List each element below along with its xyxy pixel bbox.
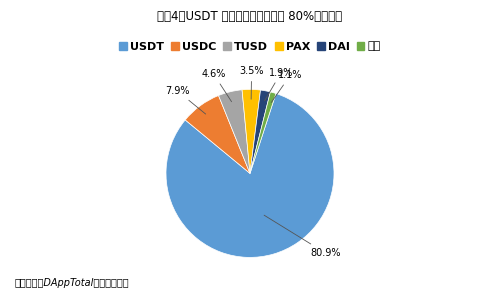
Wedge shape (185, 95, 250, 173)
Text: 3.5%: 3.5% (240, 66, 264, 99)
Text: 4.6%: 4.6% (202, 69, 232, 102)
Wedge shape (218, 90, 250, 173)
Wedge shape (250, 90, 270, 173)
Legend: USDT, USDC, TUSD, PAX, DAI, 其他: USDT, USDC, TUSD, PAX, DAI, 其他 (114, 37, 386, 56)
Wedge shape (242, 89, 260, 173)
Wedge shape (250, 92, 276, 173)
Text: 资料来源：DAppTotal，恒大研究院: 资料来源：DAppTotal，恒大研究院 (15, 278, 130, 287)
Text: 7.9%: 7.9% (165, 86, 205, 114)
Text: 1.9%: 1.9% (264, 68, 293, 101)
Text: 80.9%: 80.9% (264, 215, 341, 258)
Text: 图表4：USDT 占据全球稳定币市场 80%以上份额: 图表4：USDT 占据全球稳定币市场 80%以上份额 (158, 11, 342, 23)
Text: 1.1%: 1.1% (272, 70, 302, 103)
Wedge shape (166, 94, 334, 257)
